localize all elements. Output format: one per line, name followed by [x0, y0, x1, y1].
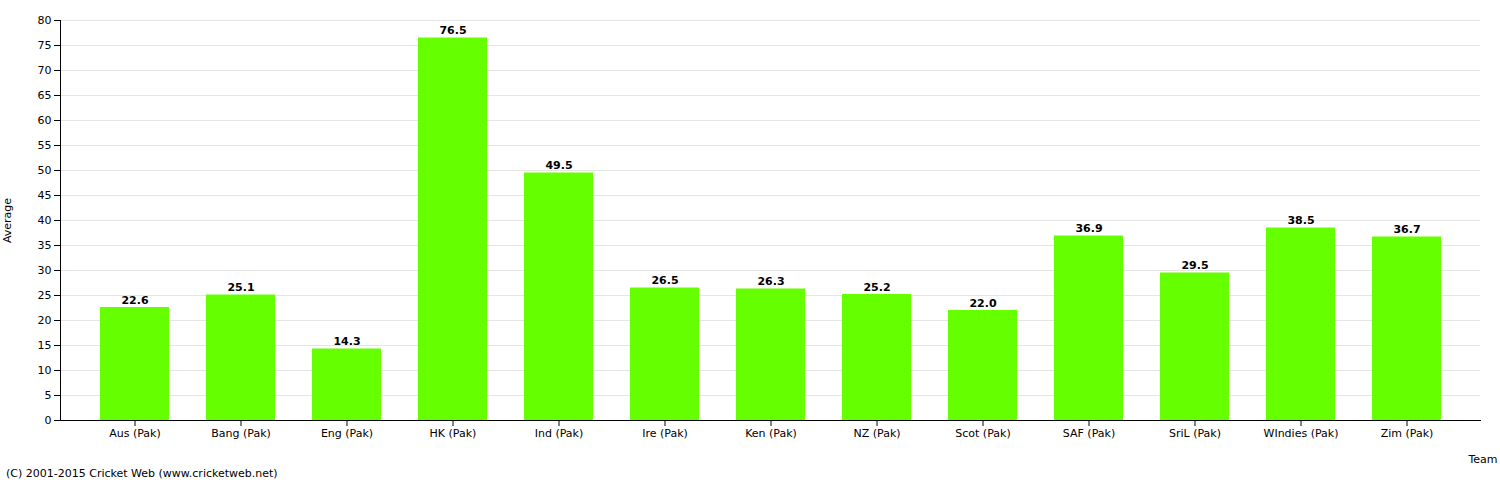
svg-text:10: 10	[38, 364, 52, 377]
svg-text:Zim (Pak): Zim (Pak)	[1381, 427, 1434, 440]
svg-text:65: 65	[38, 89, 52, 102]
svg-text:SAF (Pak): SAF (Pak)	[1063, 427, 1115, 440]
svg-text:Scot (Pak): Scot (Pak)	[955, 427, 1010, 440]
svg-text:75: 75	[38, 39, 52, 52]
svg-text:NZ (Pak): NZ (Pak)	[853, 427, 900, 440]
svg-text:Eng (Pak): Eng (Pak)	[321, 427, 373, 440]
svg-text:25: 25	[38, 289, 52, 302]
svg-text:36.7: 36.7	[1393, 223, 1420, 236]
svg-text:60: 60	[38, 114, 52, 127]
svg-text:Average: Average	[1, 198, 14, 243]
svg-text:76.5: 76.5	[439, 24, 466, 37]
svg-text:50: 50	[38, 164, 52, 177]
svg-text:26.3: 26.3	[757, 275, 784, 288]
svg-text:36.9: 36.9	[1075, 222, 1102, 235]
svg-text:WIndies (Pak): WIndies (Pak)	[1264, 427, 1339, 440]
svg-text:Bang (Pak): Bang (Pak)	[211, 427, 271, 440]
svg-text:26.5: 26.5	[651, 274, 678, 287]
svg-text:29.5: 29.5	[1181, 259, 1208, 272]
svg-text:0: 0	[45, 414, 52, 427]
html-text:(C) 2001-2015 Cricket Web (www: (C) 2001-2015 Cricket Web (www.cricketwe…	[6, 467, 278, 480]
svg-text:Team: Team	[1467, 453, 1497, 466]
svg-text:35: 35	[38, 239, 52, 252]
svg-text:49.5: 49.5	[545, 159, 572, 172]
svg-text:15: 15	[38, 339, 52, 352]
svg-text:40: 40	[38, 214, 52, 227]
svg-text:25.1: 25.1	[227, 281, 254, 294]
svg-text:Aus (Pak): Aus (Pak)	[109, 427, 161, 440]
svg-text:80: 80	[38, 14, 52, 27]
svg-text:Ken (Pak): Ken (Pak)	[745, 427, 797, 440]
svg-text:22.6: 22.6	[121, 294, 148, 307]
svg-text:5: 5	[45, 389, 52, 402]
svg-text:SriL (Pak): SriL (Pak)	[1169, 427, 1221, 440]
svg-text:55: 55	[38, 139, 52, 152]
svg-text:Ind (Pak): Ind (Pak)	[535, 427, 584, 440]
svg-text:45: 45	[38, 189, 52, 202]
svg-text:30: 30	[38, 264, 52, 277]
svg-text:22.0: 22.0	[969, 297, 996, 310]
svg-text:Ire (Pak): Ire (Pak)	[642, 427, 688, 440]
svg-text:20: 20	[38, 314, 52, 327]
svg-text:38.5: 38.5	[1287, 214, 1314, 227]
svg-text:25.2: 25.2	[863, 281, 890, 294]
svg-text:70: 70	[38, 64, 52, 77]
svg-text:HK (Pak): HK (Pak)	[430, 427, 477, 440]
svg-text:14.3: 14.3	[333, 335, 360, 348]
